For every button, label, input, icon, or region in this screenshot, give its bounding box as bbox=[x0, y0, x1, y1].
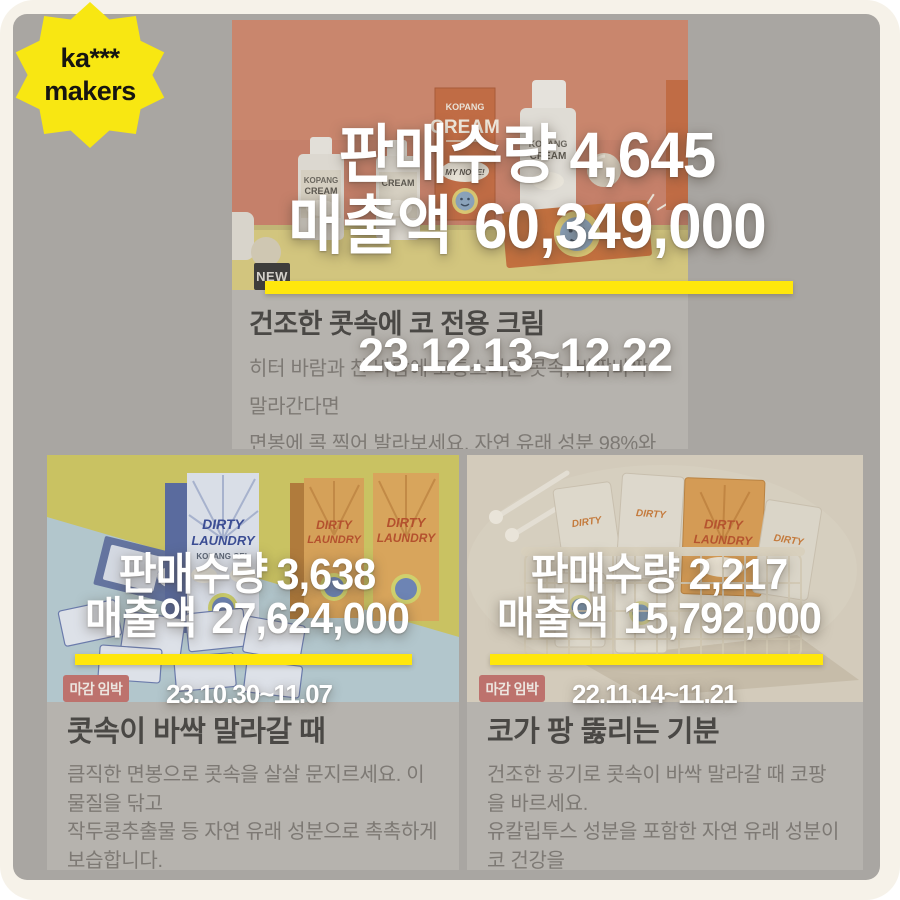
svg-text:DIRTY: DIRTY bbox=[387, 515, 427, 530]
closing-soon-badge: 마감 임박 bbox=[63, 675, 129, 702]
main-description-line: 히터 바람과 찬 바람에 고통스러운 콧속, 바짝바짝 말라간다면 bbox=[249, 358, 648, 418]
svg-text:MY NOSE!: MY NOSE! bbox=[445, 168, 485, 177]
svg-text:CREAM: CREAM bbox=[305, 186, 338, 196]
svg-text:DIRTY: DIRTY bbox=[316, 518, 353, 532]
product-photo-dirty-laundry-balm: DIRTY DIRTY DIRTY LAUNDRY DIRTY bbox=[467, 455, 863, 702]
svg-text:KOPANG GEL: KOPANG GEL bbox=[196, 552, 249, 561]
product-photo-dirty-laundry-gel: DIRTY LAUNDRY KOPANG GEL DIRTY LAUNDRY bbox=[47, 455, 459, 702]
right-description-line: 건조한 공기로 콧속이 바싹 말라갈 때 코팡을 바르세요. bbox=[487, 764, 827, 815]
left-description-line: 큼직한 면봉으로 콧속을 살살 문지르세요. 이물질을 닦고 bbox=[67, 764, 425, 815]
svg-text:DIRTY: DIRTY bbox=[571, 515, 603, 530]
main-description-line: 면봉에 콕 찍어 발라보세요. 자연 유래 성분 98%와 촉촉한 8중 bbox=[249, 433, 656, 449]
left-description-line: 작두콩추출물 등 자연 유래 성분으로 촉촉하게 보습합니다. bbox=[67, 821, 438, 870]
right-card-text-panel: 코가 팡 뚫리는 기분 건조한 공기로 콧속이 바싹 말라갈 때 코팡을 바르세… bbox=[467, 702, 863, 870]
svg-text:KOPANG: KOPANG bbox=[446, 102, 485, 112]
screenshot-area: KOPANG CREAM CREAM KOPANG CREAM MY NOSE! bbox=[13, 14, 880, 880]
svg-text:CREAM: CREAM bbox=[430, 117, 500, 138]
svg-text:DIRTY: DIRTY bbox=[773, 533, 805, 549]
product-card-kopang-gel[interactable]: DIRTY LAUNDRY KOPANG GEL DIRTY LAUNDRY bbox=[47, 455, 459, 870]
product-photo-kopang-cream: KOPANG CREAM CREAM KOPANG CREAM MY NOSE! bbox=[232, 20, 688, 290]
svg-text:LAUNDRY: LAUNDRY bbox=[377, 531, 436, 545]
svg-text:CREAM: CREAM bbox=[530, 151, 567, 162]
product-card-main[interactable]: KOPANG CREAM CREAM KOPANG CREAM MY NOSE! bbox=[232, 20, 688, 449]
dirty-laundry-balm-photo-illustration: DIRTY DIRTY DIRTY LAUNDRY DIRTY bbox=[467, 455, 863, 702]
svg-text:DIRTY: DIRTY bbox=[704, 516, 745, 532]
svg-text:KOPANG: KOPANG bbox=[529, 139, 568, 149]
kopang-cream-photo-illustration: KOPANG CREAM CREAM KOPANG CREAM MY NOSE! bbox=[232, 20, 688, 290]
right-description-line: 유칼립투스 성분을 포함한 자연 유래 성분이 코 건강을 bbox=[487, 821, 840, 870]
new-badge: NEW bbox=[254, 263, 290, 290]
dirty-laundry-gel-photo-illustration: DIRTY LAUNDRY KOPANG GEL DIRTY LAUNDRY bbox=[47, 455, 459, 702]
svg-text:DIRTY: DIRTY bbox=[202, 516, 245, 532]
svg-text:LAUNDRY: LAUNDRY bbox=[307, 534, 362, 546]
right-product-title: 코가 팡 뚫리는 기분 bbox=[487, 716, 720, 748]
svg-text:KOPANG: KOPANG bbox=[304, 176, 339, 185]
left-product-title: 콧속이 바싹 말라갈 때 bbox=[67, 716, 326, 748]
svg-text:LAUNDRY: LAUNDRY bbox=[191, 533, 256, 548]
main-product-title: 건조한 콧속에 코 전용 크림 bbox=[249, 309, 545, 339]
left-card-text-panel: 콧속이 바싹 말라갈 때 큼직한 면봉으로 콧속을 살살 문지르세요. 이물질을… bbox=[47, 702, 459, 870]
svg-text:DIRTY: DIRTY bbox=[636, 508, 668, 521]
svg-text:LAUNDRY: LAUNDRY bbox=[693, 532, 753, 548]
closing-soon-badge: 마감 임박 bbox=[479, 675, 545, 702]
svg-text:CREAM: CREAM bbox=[382, 178, 415, 188]
product-card-kopang-balm[interactable]: DIRTY DIRTY DIRTY LAUNDRY DIRTY bbox=[467, 455, 863, 870]
main-card-text-panel: 건조한 콧속에 코 전용 크림 히터 바람과 찬 바람에 고통스러운 콧속, 바… bbox=[232, 290, 688, 449]
